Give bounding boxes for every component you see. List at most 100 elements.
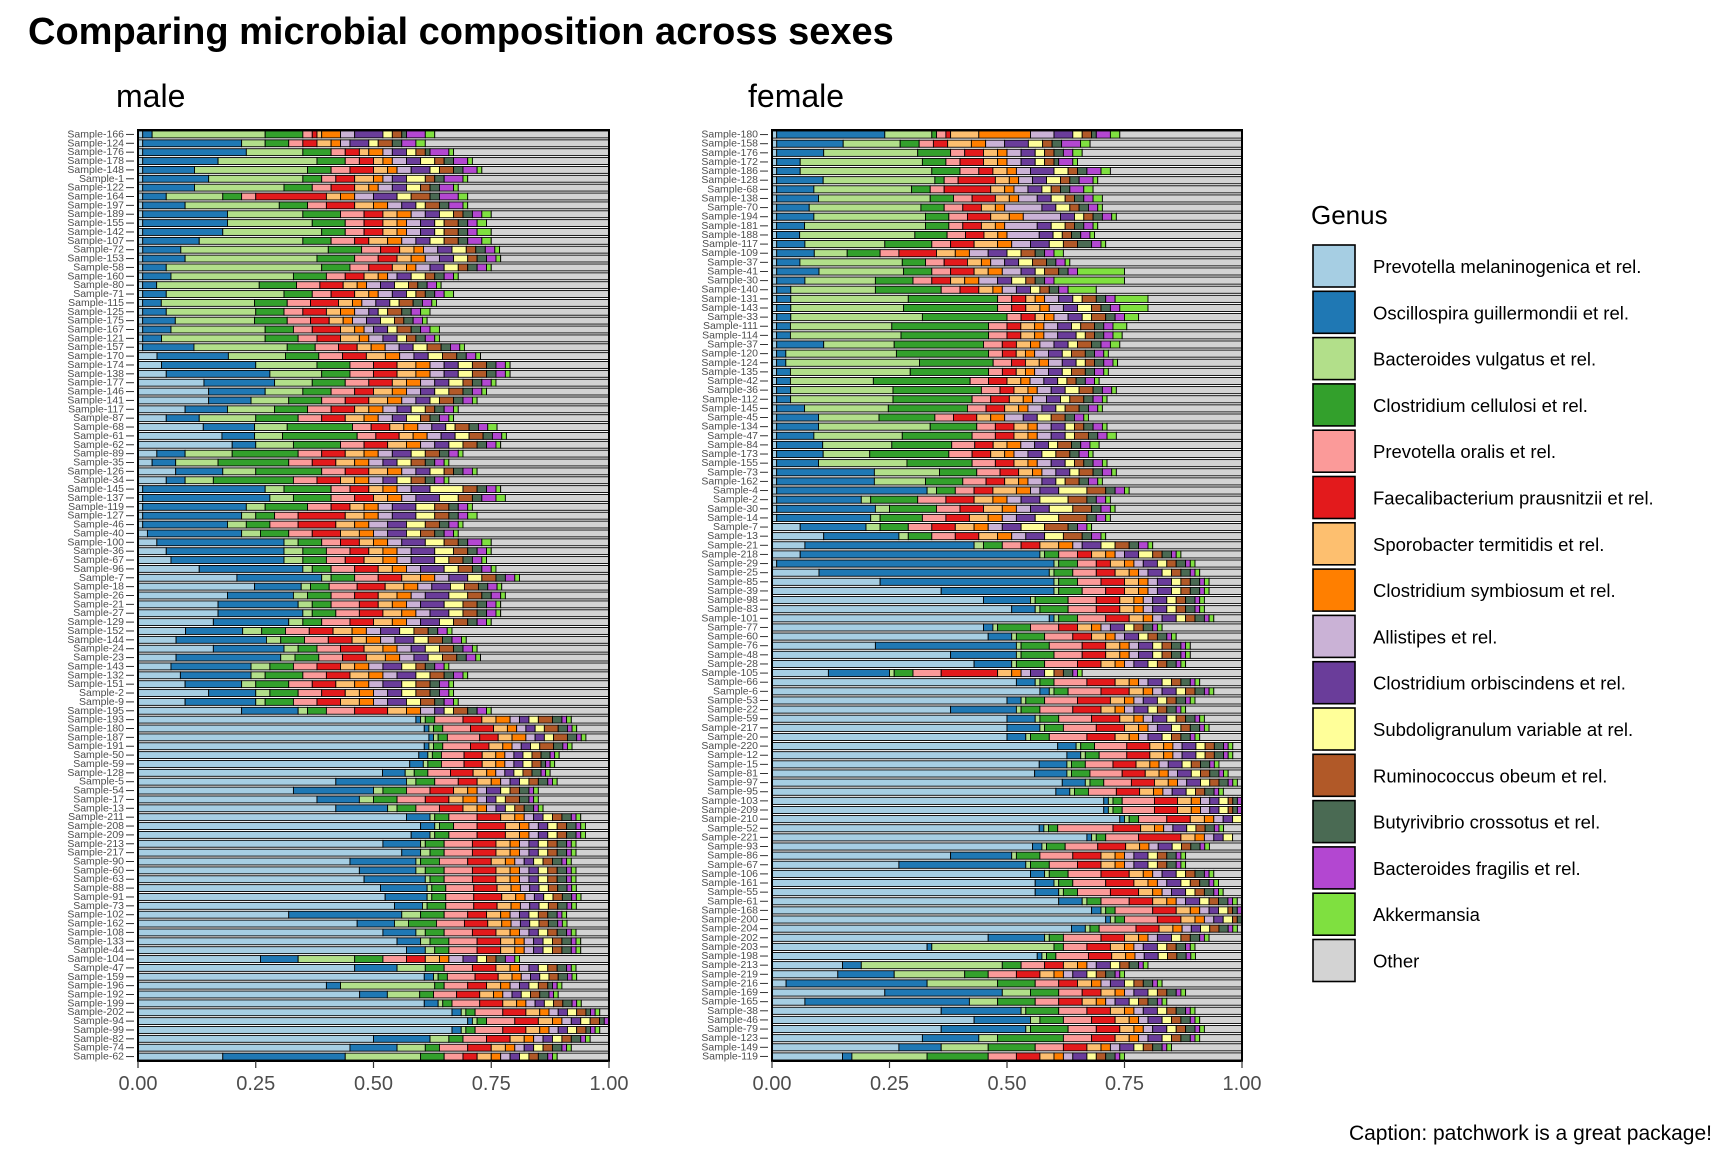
bar-segment — [321, 396, 346, 405]
bar-segment — [448, 556, 464, 564]
bar-segment — [946, 230, 966, 239]
bar-segment — [227, 219, 313, 228]
bar-segment — [269, 520, 299, 529]
bar-segment — [1100, 1043, 1111, 1052]
bar-segment — [1050, 386, 1066, 395]
sample-bar — [137, 760, 610, 768]
bar-segment — [566, 724, 573, 733]
y-tick-label: Sample-101 — [701, 612, 758, 624]
bar-segment — [1114, 504, 1243, 513]
bar-segment — [467, 573, 483, 582]
bar-segment — [898, 249, 937, 258]
bar-segment — [443, 458, 450, 467]
bar-segment — [533, 893, 545, 901]
bar-segment — [137, 733, 430, 742]
sample-bar — [137, 893, 610, 901]
bar-segment — [1062, 1043, 1088, 1052]
bar-segment — [170, 272, 294, 281]
y-tick-label: Sample-143 — [701, 302, 758, 314]
bar-segment — [442, 635, 453, 644]
bar-segment — [396, 963, 426, 972]
bar-segment — [340, 662, 356, 671]
bar-segment — [465, 1008, 476, 1017]
sample-bar — [771, 541, 1243, 550]
bar-segment — [310, 316, 330, 325]
bar-segment — [1058, 486, 1088, 495]
bar-segment — [401, 538, 426, 547]
bar-segment — [1050, 221, 1066, 230]
y-tick-label: Sample-77 — [707, 621, 758, 633]
y-tick-label: Sample-25 — [707, 567, 758, 579]
y-tick-label: Sample-126 — [67, 465, 124, 477]
bar-segment — [137, 813, 407, 822]
bar-segment — [1069, 468, 1080, 477]
bar-segment — [1180, 1015, 1191, 1024]
bar-segment — [137, 449, 158, 458]
bar-segment — [1039, 486, 1060, 495]
sample-bar — [137, 1052, 610, 1061]
bar-segment — [366, 316, 381, 325]
bar-segment — [375, 431, 400, 440]
bar-segment — [467, 502, 473, 511]
bar-segment — [543, 893, 554, 901]
bar-segment — [1144, 769, 1160, 778]
bar-segment — [1086, 1006, 1111, 1015]
bar-segment — [1036, 422, 1052, 431]
bar-segment — [1044, 933, 1050, 942]
bar-segment — [462, 644, 473, 653]
bar-segment — [940, 669, 999, 678]
bar-segment — [437, 627, 448, 635]
bar-segment — [137, 963, 356, 972]
bar-segment — [359, 990, 388, 999]
bar-segment — [945, 513, 970, 522]
bar-segment — [424, 405, 436, 414]
bar-segment — [1194, 559, 1243, 568]
bar-segment — [1128, 541, 1140, 550]
bar-segment — [1167, 778, 1178, 787]
bar-segment — [399, 653, 415, 662]
legend-item: Prevotella oralis et rel. — [1312, 429, 1556, 474]
bar-segment — [495, 494, 506, 502]
bar-segment — [137, 361, 162, 369]
bar-segment — [401, 910, 422, 919]
y-tick-label: Sample-199 — [67, 997, 124, 1009]
bar-segment — [137, 946, 407, 955]
bar-segment — [302, 139, 318, 148]
legend-swatch — [1312, 660, 1356, 705]
bar-segment — [556, 777, 610, 786]
bar-segment — [474, 1008, 504, 1017]
bar-segment — [344, 449, 365, 458]
bar-segment — [548, 1026, 559, 1034]
bar-segment — [1133, 714, 1144, 723]
bar-segment — [255, 440, 294, 449]
bar-segment — [771, 577, 881, 586]
bar-segment — [1105, 486, 1116, 495]
bar-segment — [415, 263, 431, 272]
bar-segment — [443, 361, 459, 369]
sample-bar — [771, 413, 1243, 422]
bar-segment — [142, 236, 200, 245]
bar-segment — [1064, 258, 1071, 267]
bar-segment — [426, 431, 442, 440]
bar-segment — [1081, 541, 1102, 550]
sample-bar — [771, 577, 1243, 586]
bar-segment — [1209, 778, 1220, 787]
bar-segment — [771, 605, 1013, 614]
bar-segment — [1094, 349, 1105, 358]
bar-segment — [137, 742, 425, 751]
bar-segment — [525, 733, 536, 742]
bar-segment — [433, 733, 439, 742]
x-tick-label: 1.00 — [1223, 1073, 1262, 1095]
bar-segment — [553, 733, 568, 742]
bar-segment — [495, 564, 610, 573]
sample-bar — [771, 532, 1243, 541]
bar-segment — [264, 485, 285, 494]
bar-segment — [1030, 167, 1055, 176]
bar-segment — [283, 307, 304, 316]
bar-segment — [486, 981, 502, 990]
bar-segment — [813, 431, 903, 440]
bar-segment — [1109, 623, 1125, 632]
bar-segment — [410, 830, 431, 839]
bar-segment — [370, 343, 386, 352]
bar-segment — [1001, 541, 1022, 550]
